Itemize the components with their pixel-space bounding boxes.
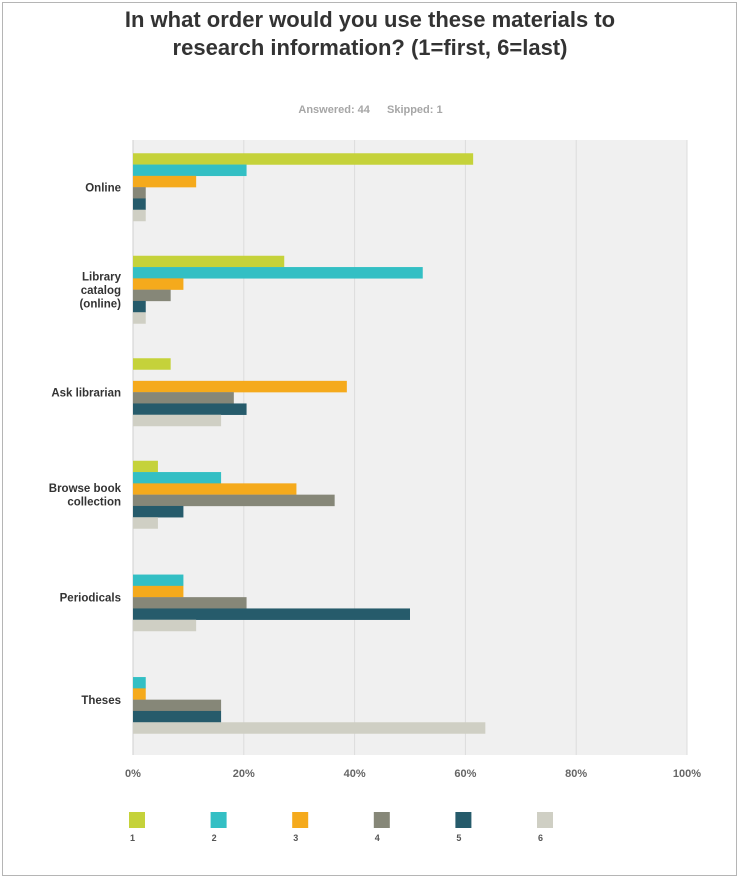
bar [133,585,184,598]
category-label: Theses [81,695,121,707]
legend-swatch [537,812,553,828]
legend-swatch [373,812,390,828]
bar [133,187,146,199]
category-label: (online) [79,298,121,310]
bar [133,597,247,609]
x-tick-label: 20% [233,768,255,780]
legend-label: 2 [212,833,217,843]
bar [133,710,222,723]
skipped-count: Skipped: 1 [386,104,443,116]
legend-label: 1 [130,833,135,843]
legend-label: 5 [456,833,461,843]
bar [133,414,222,427]
category-label: Online [85,182,121,194]
response-summary: Answered: 44 Skipped: 1 [0,104,741,116]
bar [133,517,158,529]
bar [133,505,184,518]
bar [133,472,222,484]
bar [133,289,171,302]
legend-swatch [292,812,309,828]
bar [133,380,347,393]
category-label: Periodicals [60,592,121,604]
bar [133,619,197,632]
legend-label: 4 [375,833,380,843]
plot-area [133,140,687,755]
x-tick-label: 60% [454,768,476,780]
bar [133,574,184,587]
x-tick-label: 100% [673,768,701,780]
bar [133,677,146,689]
bar [133,267,423,279]
bar [133,153,474,165]
bar [133,198,146,210]
bar [133,209,146,222]
legend-label: 3 [293,833,298,843]
answered-count: Answered: 44 [298,104,370,116]
bar [133,278,184,290]
bar [133,460,158,473]
legend-swatch [210,812,227,828]
bar [133,699,222,712]
bar [133,722,486,734]
category-label: catalog [81,285,121,297]
bar [133,175,197,188]
bar [133,608,410,620]
bar [133,494,335,507]
legend-swatch [455,812,472,828]
chart-title: In what order would you use these materi… [124,7,616,60]
x-tick-label: 0% [125,768,141,780]
bar [133,688,146,700]
legend-label: 6 [538,833,543,843]
bar [133,255,285,268]
category-label: collection [67,497,121,509]
x-tick-label: 80% [565,768,587,780]
bar [133,300,146,313]
bar [133,312,146,324]
bar [133,392,234,404]
bar [133,403,247,415]
category-label: Ask librarian [51,387,121,399]
legend-swatch [129,812,145,828]
bar [133,358,171,370]
bar [133,164,247,177]
category-label: Library [82,271,122,283]
category-label: Browse book [49,483,122,495]
x-tick-label: 40% [344,768,366,780]
bar [133,483,297,495]
